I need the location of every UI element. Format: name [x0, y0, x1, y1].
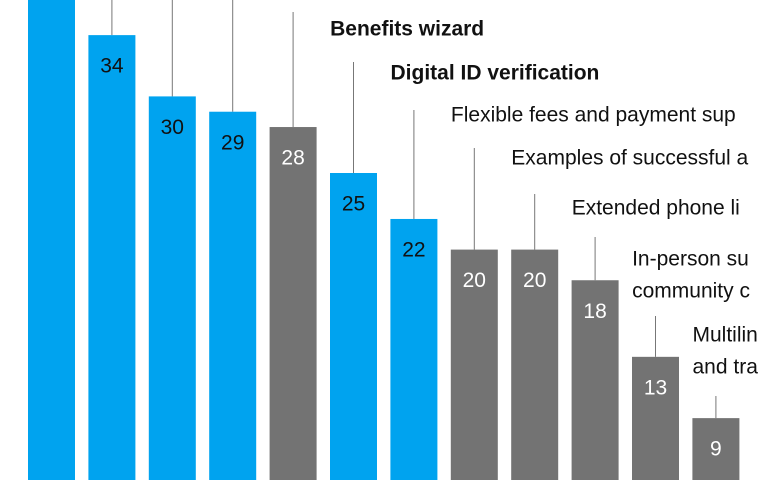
value-label: 18: [583, 300, 606, 323]
value-label: 29: [221, 131, 244, 154]
bar: [511, 249, 559, 480]
category-label: Digital ID verification: [391, 62, 600, 85]
value-label: 30: [161, 116, 184, 139]
value-label: 9: [710, 438, 722, 461]
bar: [88, 35, 136, 480]
bar: [269, 127, 317, 480]
category-label: Flexible fees and payment sup: [451, 104, 736, 127]
value-label: 13: [644, 376, 667, 399]
bar: [148, 96, 196, 480]
bar: [450, 249, 498, 480]
bar: [209, 111, 257, 480]
category-label: community c: [632, 280, 750, 303]
value-label: 20: [463, 269, 486, 292]
bar: [692, 418, 740, 480]
category-label: In-person su: [632, 248, 749, 271]
category-label: Examples of successful a: [511, 147, 748, 170]
value-label: 25: [342, 193, 365, 216]
value-label: 20: [523, 269, 546, 292]
value-label: 28: [281, 147, 304, 170]
category-label: Multilin: [693, 324, 758, 347]
bar: [390, 218, 438, 480]
bar: [632, 356, 679, 480]
category-label: Extended phone li: [572, 197, 740, 220]
category-label: Benefits wizard: [330, 18, 484, 41]
bar: [28, 0, 75, 480]
value-label: 22: [402, 239, 425, 262]
value-label: 34: [100, 55, 124, 78]
category-label: and tra: [693, 356, 759, 379]
bar: [330, 173, 377, 480]
bar: [571, 280, 619, 480]
